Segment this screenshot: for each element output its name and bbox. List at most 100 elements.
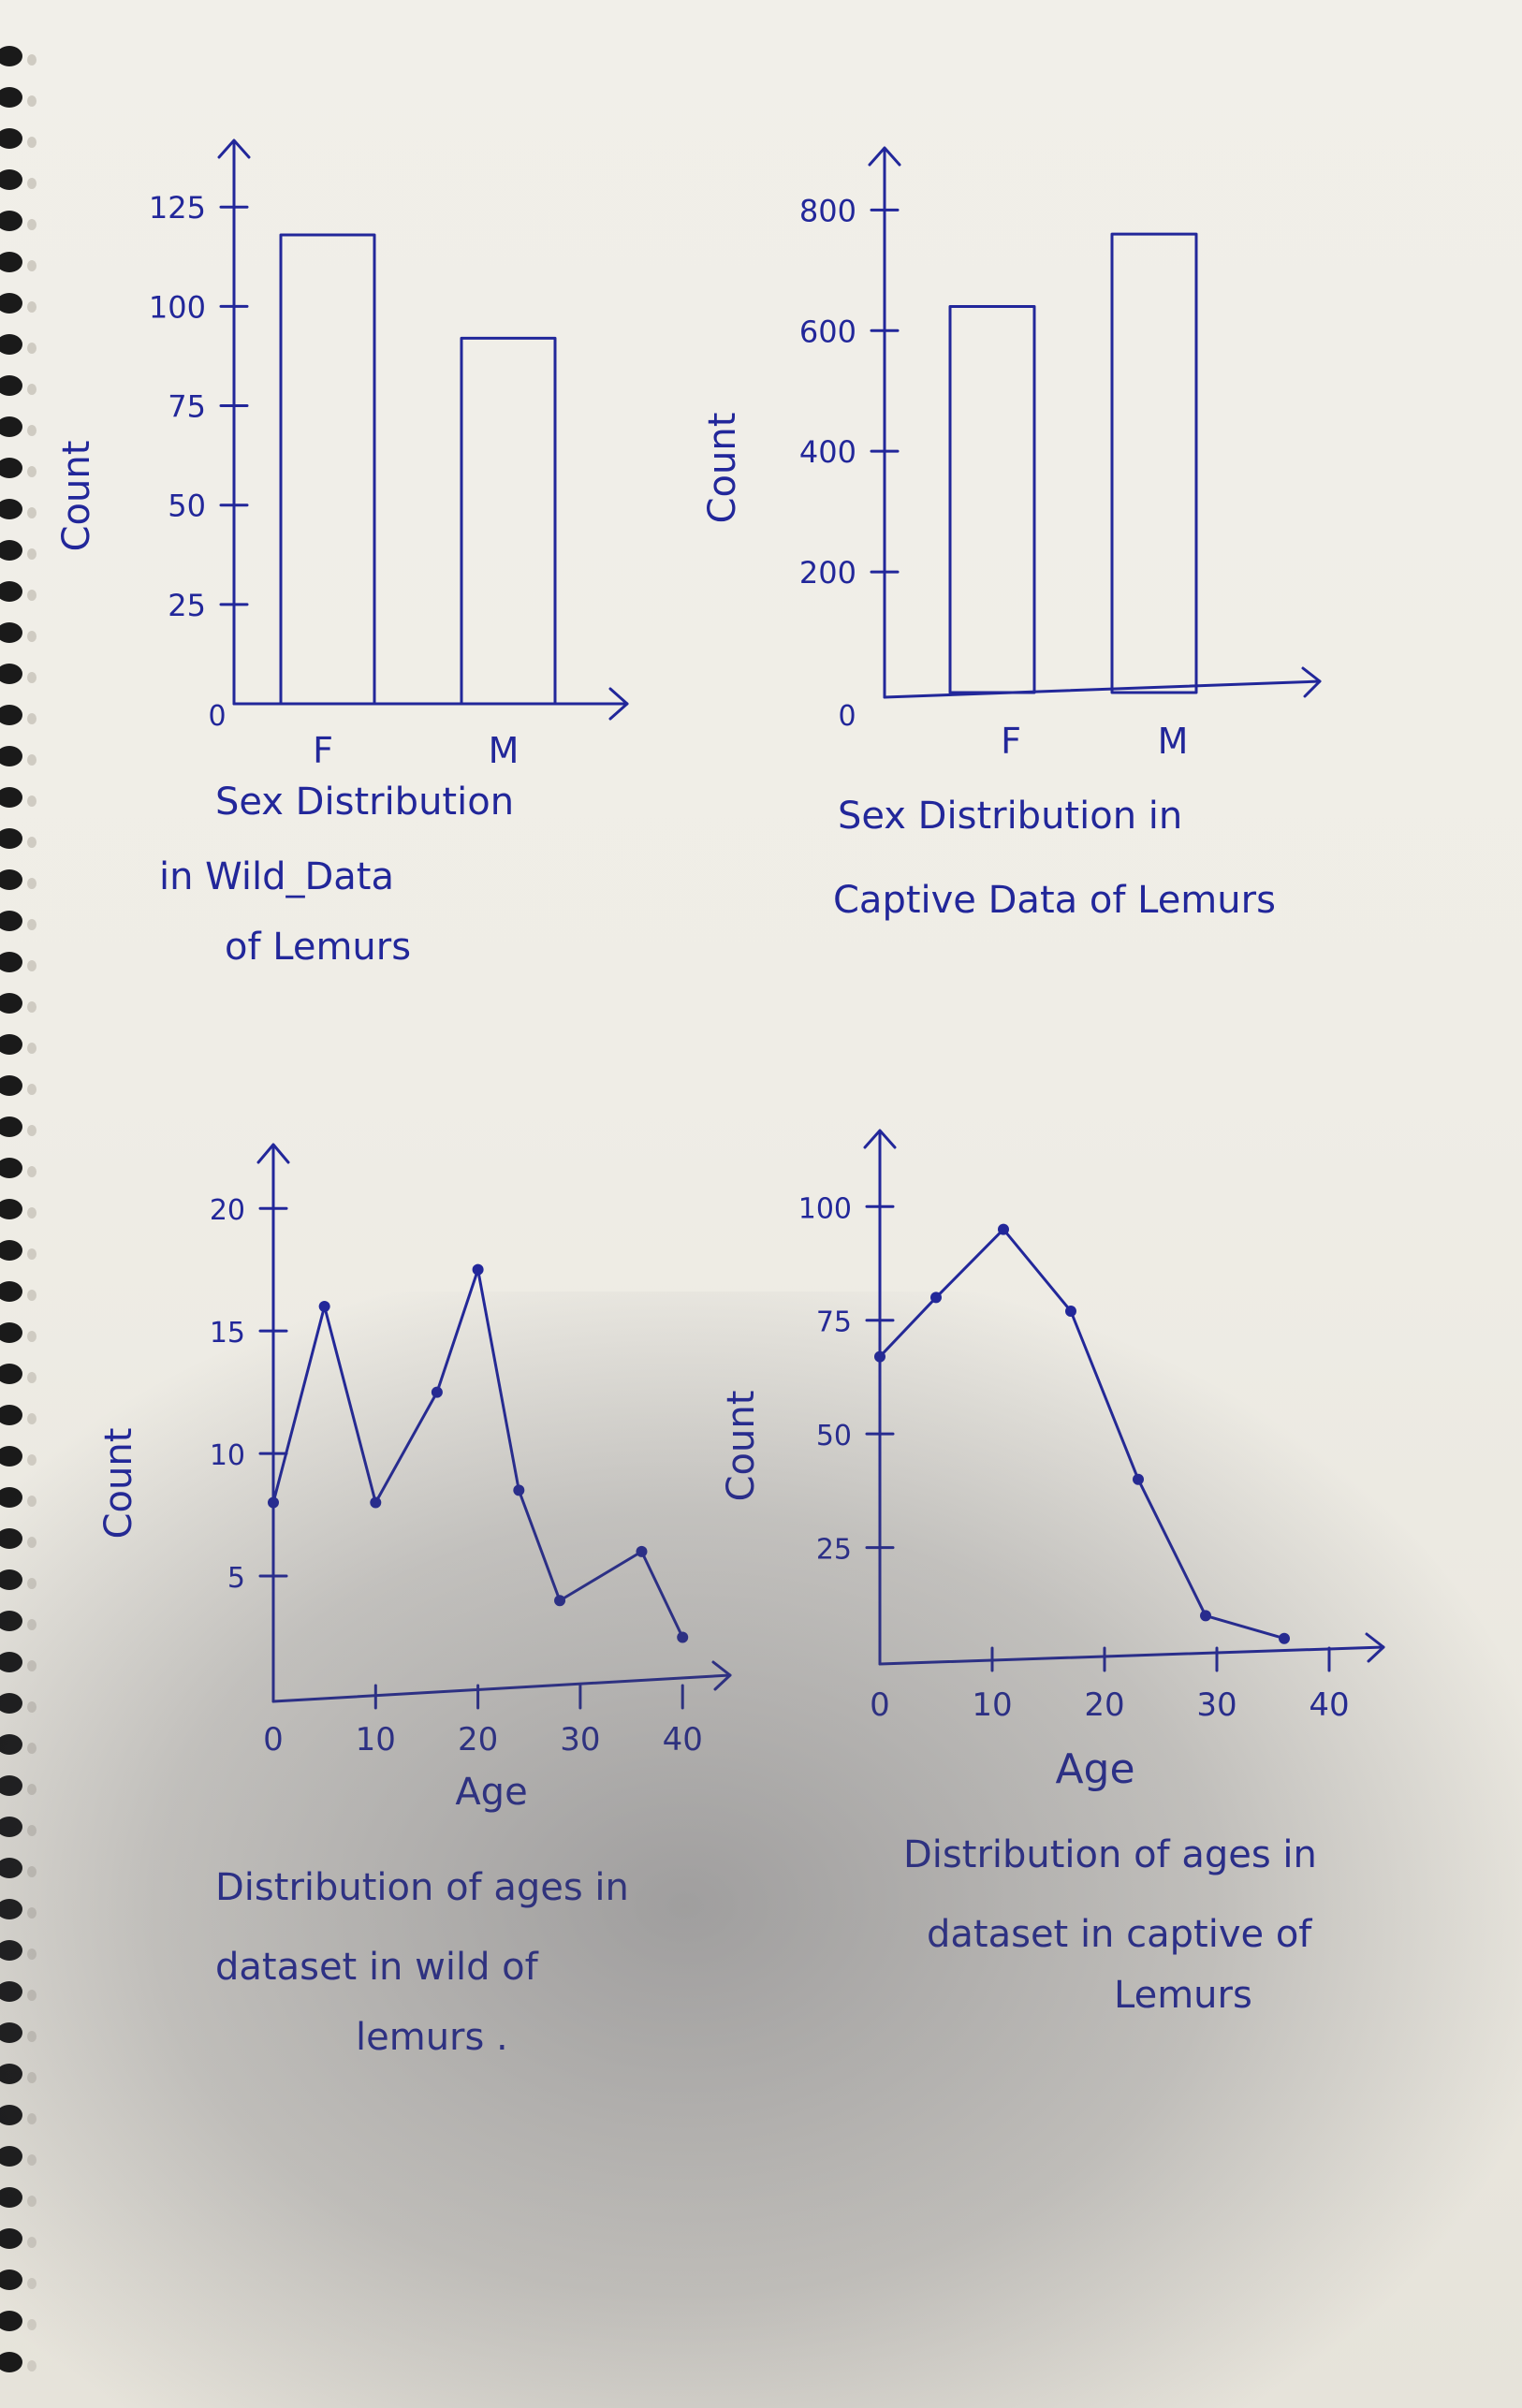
spiral-hole [27,1866,37,1877]
y-tick-label: 10 [210,1439,245,1472]
spiral-hole [27,754,37,766]
spiral-ring [0,993,22,1014]
x-tick-label: 20 [1084,1686,1124,1724]
spiral-ring [0,664,22,684]
bar-F [948,304,1036,694]
chart3-title-line3: lemurs . [356,2016,508,2059]
x-category-label: F [313,730,333,771]
spiral-ring [0,1693,22,1714]
chart4-y-arrow [863,1129,897,1149]
spiral-ring [0,1116,22,1137]
spiral-ring [0,1281,22,1302]
data-point [1279,1632,1290,1644]
spiral-hole [27,1907,37,1919]
spiral-ring [0,869,22,890]
spiral-hole [27,2031,37,2042]
spiral-ring [0,2064,22,2084]
chart3-points [268,1263,689,1643]
bar-M [1110,232,1198,694]
bar-F [279,233,376,706]
spiral-ring [0,1158,22,1178]
y-tick-label: 5 [227,1562,245,1595]
spiral-ring [0,705,22,725]
spiral-ring [0,169,22,190]
spiral-hole [27,1001,37,1013]
data-point [874,1350,885,1363]
spiral-hole [27,507,37,518]
chart3-y-ticks: 5 10 15 20 [210,1194,288,1595]
chart1-title-line1: Sex Distribution [215,781,514,824]
spiral-ring [0,1652,22,1672]
data-point [513,1484,525,1496]
spiral-hole [27,2360,37,2372]
spiral-ring [0,1487,22,1508]
x-tick-label: 0 [870,1686,890,1724]
chart2-ylabel: Count [701,413,744,524]
spiral-ring [0,252,22,272]
spiral-ring [0,1322,22,1343]
spiral-ring [0,1775,22,1796]
chart4-y-ticks: 25 50 75 100 [798,1192,895,1567]
spiral-hole [27,1413,37,1424]
data-point [1200,1610,1211,1622]
spiral-ring [0,499,22,519]
spiral-hole [27,219,37,230]
spiral-hole [27,2113,37,2124]
spiral-ring [0,1199,22,1219]
y-tick-label: 600 [799,314,856,349]
spiral-hole [27,1619,37,1630]
spiral-hole [27,425,37,436]
chart-wild-ages: Count 5 10 15 20 0 10 20 30 40 Age Distribution… [97,1143,732,2059]
y-tick-label: 25 [168,588,206,623]
spiral-hole [27,548,37,560]
chart2-title-line1: Sex Distribution in [838,795,1182,838]
spiral-ring [0,293,22,314]
data-point [370,1496,382,1509]
chart1-title-line2: in Wild_Data [159,855,394,898]
spiral-ring [0,1446,22,1467]
spiral-ring [0,952,22,972]
x-category-label: M [489,730,520,771]
x-category-label: M [1158,721,1189,762]
spiral-ring [0,1569,22,1590]
spiral-hole [27,1660,37,1671]
chart1-y-ticks: 25 50 75 100 125 [149,190,249,623]
y-tick-label: 125 [149,190,206,226]
spiral-hole [27,1990,37,2001]
spiral-ring [0,540,22,561]
spiral-hole [27,95,37,107]
chart3-x-ticks: 0 10 20 30 40 [263,1684,703,1759]
chart4-title-line3: Lemurs [1114,1974,1252,2017]
spiral-hole [27,137,37,148]
data-point [677,1631,689,1643]
spiral-ring [0,2146,22,2167]
chart3-ylabel: Count [97,1428,140,1540]
spiral-ring [0,787,22,808]
spiral-ring [0,1940,22,1961]
spiral-ring [0,1817,22,1837]
chart3-x-arrow [711,1660,732,1691]
spiral-ring [0,128,22,149]
spiral-ring [0,1899,22,1919]
x-category-label: F [1001,721,1021,762]
spiral-ring [0,334,22,355]
x-tick-label: 30 [560,1721,600,1759]
spiral-hole [27,343,37,354]
spiral-hole [27,795,37,807]
chart4-ylabel: Count [720,1391,763,1502]
spiral-ring [0,375,22,396]
data-point [318,1300,330,1312]
spiral-hole [27,878,37,889]
y-tick-label: 200 [799,555,856,591]
x-tick-label: 40 [663,1721,703,1759]
x-tick-label: 40 [1309,1686,1349,1724]
spiral-ring [0,911,22,931]
spiral-hole [27,1248,37,1260]
spiral-hole [27,2278,37,2289]
data-point [472,1263,484,1276]
chart3-title-line2: dataset in wild of [215,1946,539,1989]
spiral-hole [27,1825,37,1836]
